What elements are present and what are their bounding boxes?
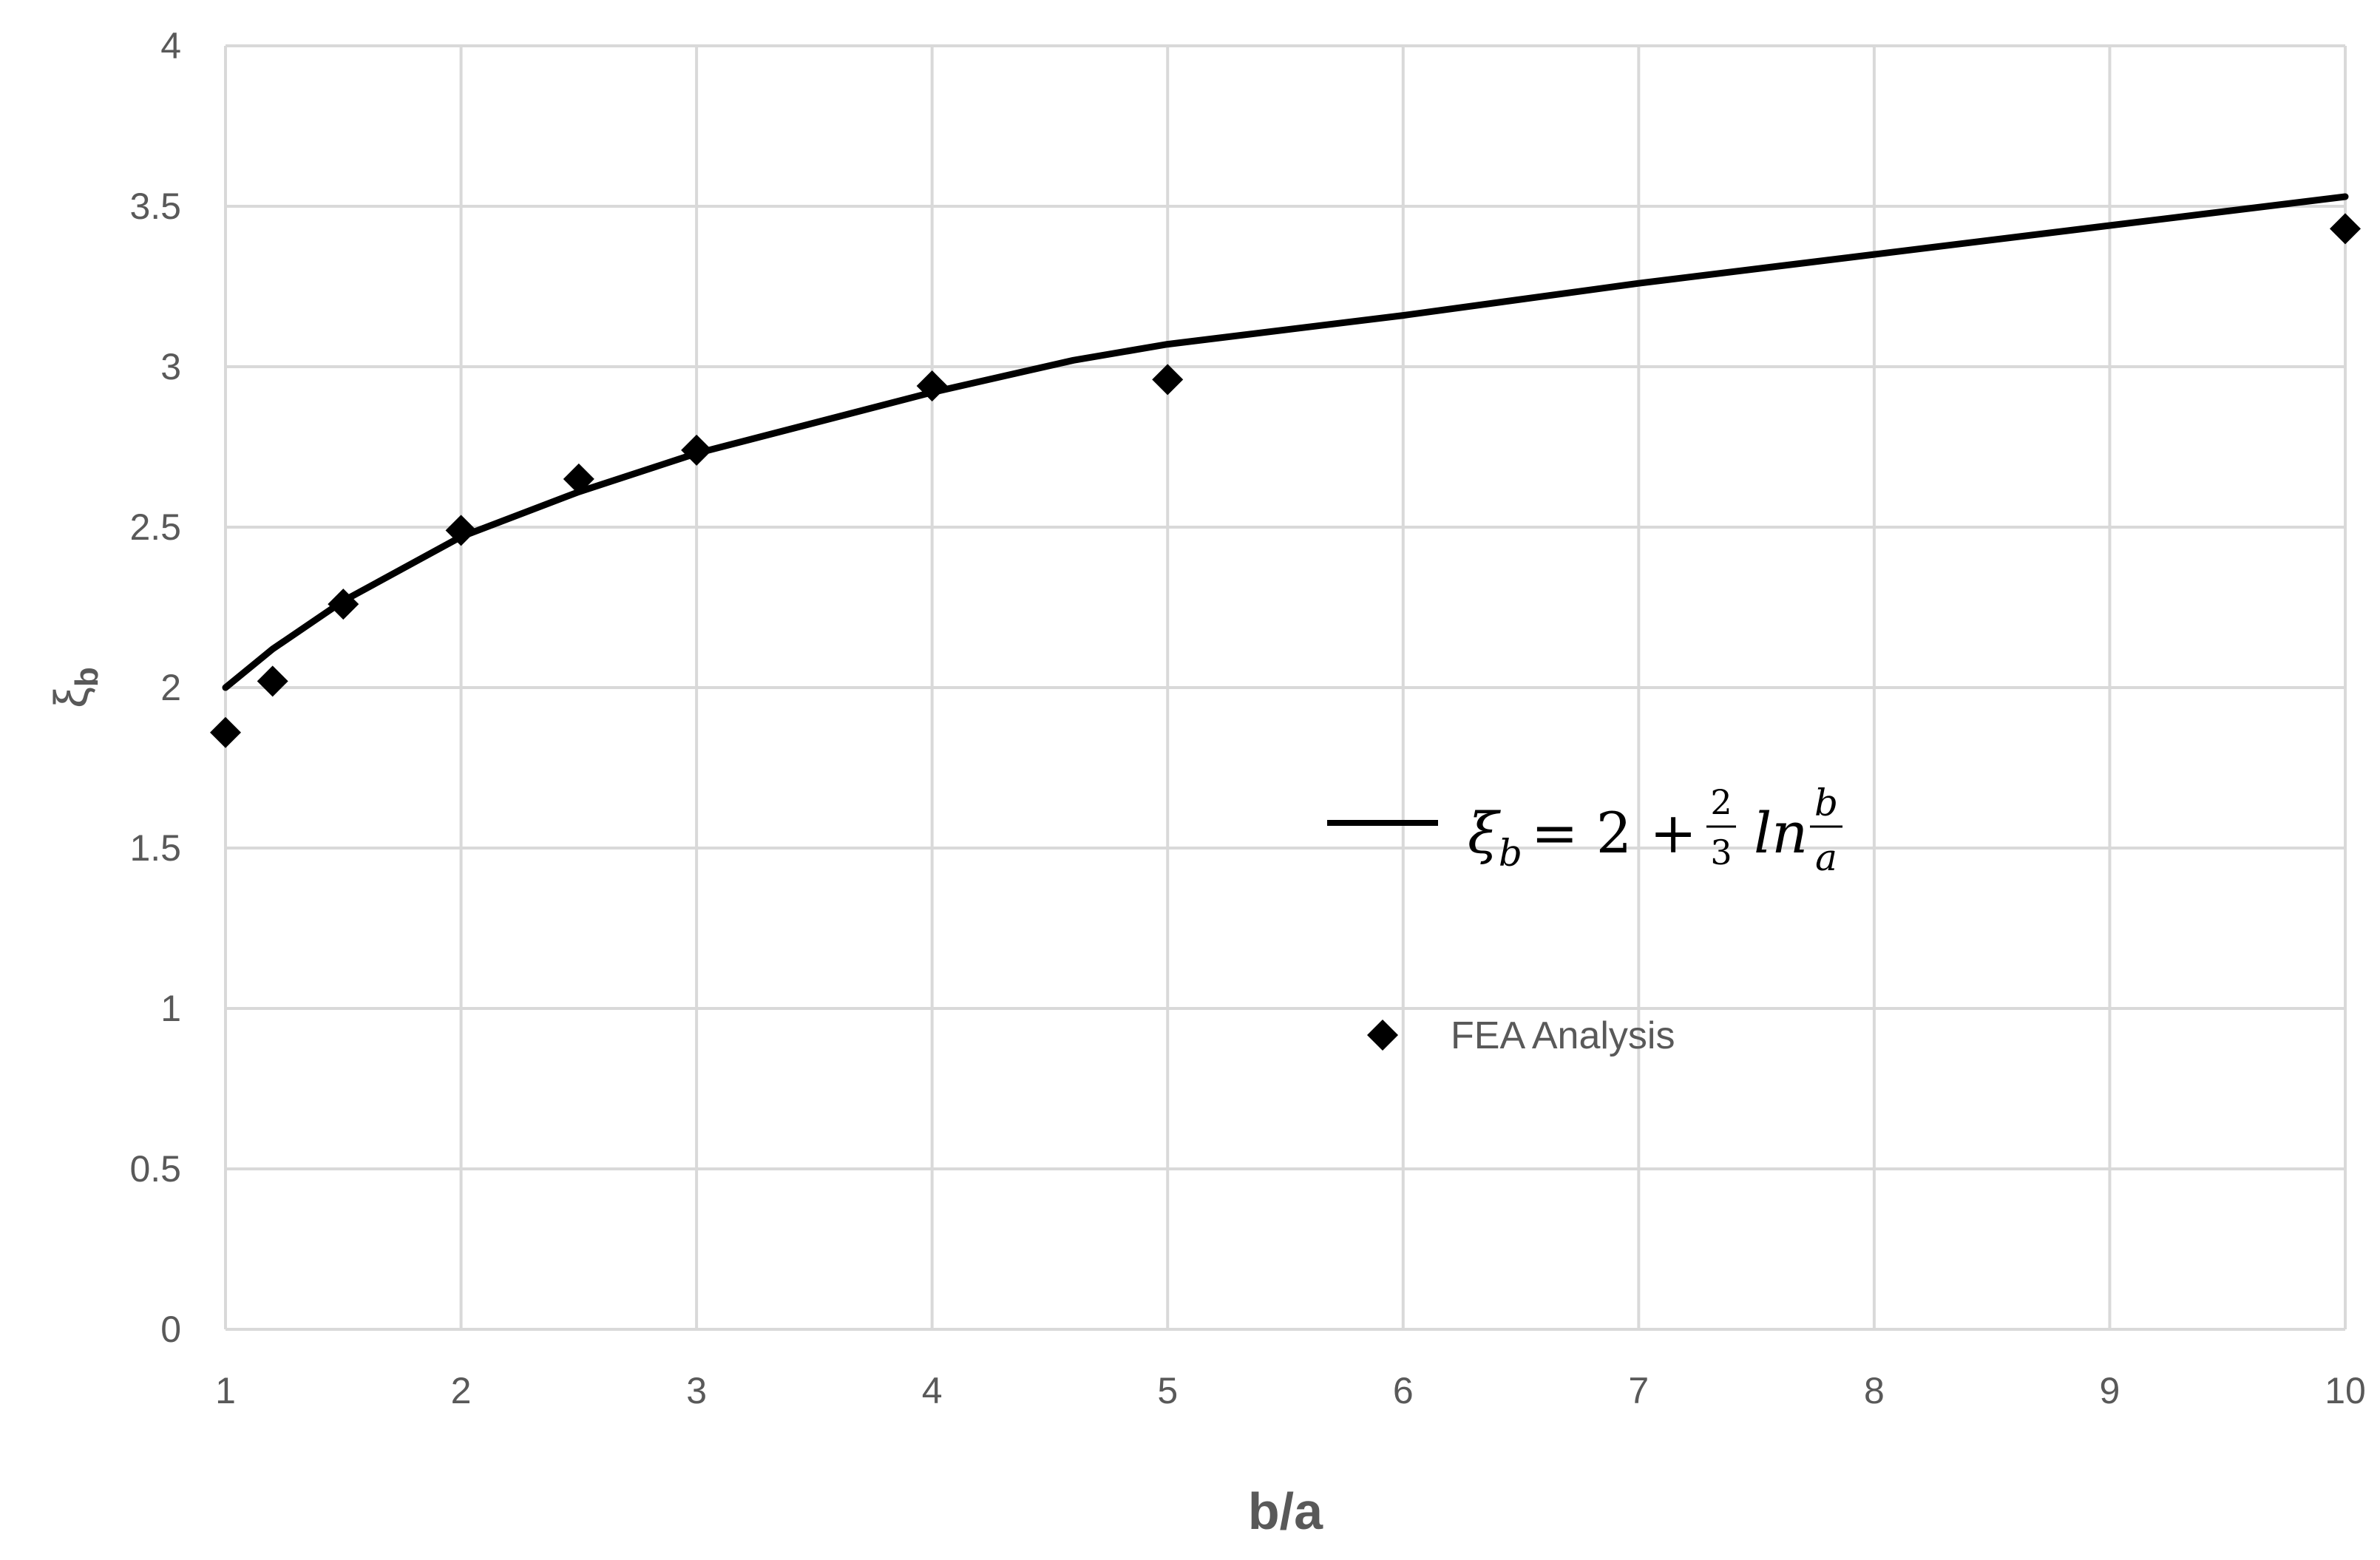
y-tick-label: 4 bbox=[160, 25, 181, 67]
fea-data-point bbox=[563, 463, 594, 495]
y-tick-label: 1.5 bbox=[129, 827, 181, 869]
x-tick-label: 2 bbox=[451, 1370, 472, 1411]
x-tick-label: 4 bbox=[922, 1370, 943, 1411]
y-axis-title-subscript: b bbox=[69, 667, 105, 687]
y-axis-title: ξb bbox=[44, 667, 105, 708]
series bbox=[210, 193, 2361, 748]
fea-data-point bbox=[1152, 364, 1184, 396]
x-tick-label: 3 bbox=[686, 1370, 707, 1411]
x-tick-label: 10 bbox=[2325, 1370, 2366, 1411]
fea-data-point bbox=[681, 434, 713, 466]
y-tick-label: 3 bbox=[160, 346, 181, 387]
fea-data-point bbox=[257, 665, 288, 697]
tick-labels: 1 2 3 4 5 6 7 8 9 10 0 0.5 1 1.5 2 2.5 3 3.5 4 bbox=[129, 25, 2365, 1411]
x-tick-label: 1 bbox=[215, 1370, 236, 1411]
eq-fraction2-denominator: a bbox=[1815, 836, 1837, 879]
x-axis-title: b/a bbox=[1248, 1482, 1323, 1540]
fea-data-point bbox=[445, 515, 477, 546]
equation-curve bbox=[222, 193, 2349, 691]
eq-rhs: = 2 + bbox=[1531, 800, 1697, 866]
eq-symbol: ξ bbox=[1468, 800, 1501, 866]
legend-entry-equation: ξb = 2 + 2 3 ln b a bbox=[1327, 781, 1842, 879]
legend-diamond-marker bbox=[1367, 1020, 1398, 1051]
eq-subscript: b bbox=[1499, 832, 1522, 875]
eq-fraction-denominator: 3 bbox=[1710, 832, 1732, 872]
x-tick-label: 5 bbox=[1157, 1370, 1178, 1411]
fea-data-point bbox=[916, 370, 948, 402]
fea-data-point bbox=[210, 716, 241, 748]
y-tick-label: 3.5 bbox=[129, 186, 181, 227]
grid bbox=[224, 44, 2347, 1331]
legend-equation-text: ξb = 2 + bbox=[1468, 800, 1697, 875]
eq-fraction-numerator: 2 bbox=[1710, 782, 1732, 822]
fea-data-point bbox=[328, 589, 359, 620]
y-tick-label: 0 bbox=[160, 1309, 181, 1350]
fea-data-point bbox=[2330, 213, 2361, 245]
eq-function: ln bbox=[1754, 800, 1808, 866]
eq-fraction2-numerator: b bbox=[1814, 781, 1838, 824]
x-tick-label: 7 bbox=[1628, 1370, 1649, 1411]
y-tick-label: 2 bbox=[160, 667, 181, 708]
x-tick-label: 6 bbox=[1393, 1370, 1414, 1411]
x-tick-label: 9 bbox=[2100, 1370, 2120, 1411]
legend-entry-fea: FEA Analysis bbox=[1367, 1014, 1675, 1057]
y-axis-title-symbol: ξ bbox=[44, 687, 98, 708]
y-tick-label: 0.5 bbox=[129, 1148, 181, 1190]
x-tick-label: 8 bbox=[1864, 1370, 1885, 1411]
y-tick-label: 2.5 bbox=[129, 506, 181, 548]
y-tick-label: 1 bbox=[160, 988, 181, 1029]
legend-fea-label: FEA Analysis bbox=[1451, 1014, 1675, 1057]
